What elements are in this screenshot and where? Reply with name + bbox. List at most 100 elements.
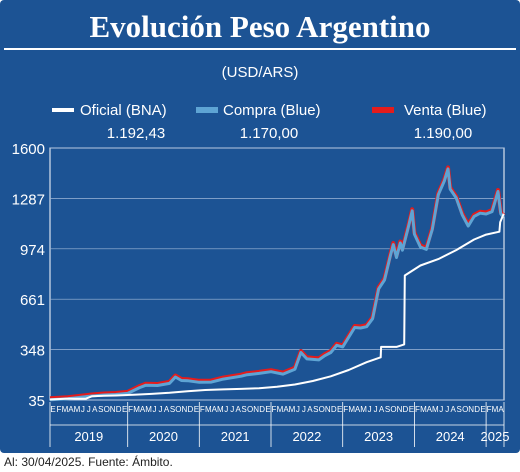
y-tick-label: 1287 (12, 191, 45, 208)
series-line-compra (49, 167, 505, 402)
gridlines (49, 147, 505, 401)
x-month-tick-label: J (87, 405, 91, 414)
x-month-tick-label: O (104, 405, 110, 414)
x-month-tick-label: A (236, 405, 242, 414)
x-month-tick-label: J (445, 405, 449, 414)
x-month-tick-label: J (374, 405, 378, 414)
x-month-tick-label: O (319, 405, 325, 414)
x-month-tick-label: A (307, 405, 313, 414)
x-month-tick-label: S (241, 405, 246, 414)
plot-area (49, 165, 506, 402)
x-year-label: 2020 (149, 429, 178, 444)
value-label-compra: 1.170,00 (240, 125, 298, 142)
y-tick-label: 348 (20, 343, 45, 360)
x-month-tick-label: F (200, 405, 205, 414)
x-month-tick-label: D (116, 405, 122, 414)
x-month-tick-label: D (474, 405, 480, 414)
x-month-tick-label: F (487, 405, 492, 414)
x-month-tick-label: J (159, 405, 163, 414)
x-year-label: 2021 (221, 429, 250, 444)
x-month-tick-label: S (313, 405, 318, 414)
value-label-venta: 1.190,00 (414, 125, 472, 142)
x-month-tick-label: J (302, 405, 306, 414)
x-month-tick-label: A (68, 405, 74, 414)
x-year-label: 2024 (436, 429, 465, 444)
x-month-tick-label: S (170, 405, 175, 414)
x-month-tick-label: M (289, 405, 296, 414)
x-month-tick-label: E (194, 405, 199, 414)
x-month-tick-label: A (283, 405, 289, 414)
y-tick-label: 974 (20, 242, 45, 259)
y-tick-label: 35 (28, 393, 45, 410)
x-month-tick-label: D (403, 405, 409, 414)
x-month-tick-label: A (164, 405, 170, 414)
x-month-tick-label: F (343, 405, 348, 414)
footer-source: Al: 30/04/2025. Fuente: Ámbito. (4, 455, 173, 469)
x-month-tick-label: E (265, 405, 270, 414)
x-year-label: 2019 (74, 429, 103, 444)
x-month-tick-label: E (122, 405, 127, 414)
x-month-tick-label: M (217, 405, 224, 414)
x-month-tick-label: M (432, 405, 439, 414)
x-month-tick-label: N (468, 405, 474, 414)
x-month-tick-label: D (259, 405, 265, 414)
y-tick-label: 1600 (12, 141, 45, 158)
x-month-tick-label: A (498, 405, 504, 414)
x-month-tick-label: J (439, 405, 443, 414)
x-month-tick-label: M (62, 405, 69, 414)
value-label-oficial: 1.192,43 (107, 125, 165, 142)
x-month-tick-label: N (253, 405, 259, 414)
legend-label-venta: Venta (Blue) (404, 102, 487, 119)
x-month-tick-label: F (272, 405, 277, 414)
x-month-tick-label: M (420, 405, 427, 414)
chart-subtitle: (USD/ARS) (222, 64, 299, 81)
x-month-tick-label: N (110, 405, 116, 414)
x-month-tick-label: M (74, 405, 81, 414)
x-month-tick-label: A (451, 405, 457, 414)
x-month-tick-label: A (140, 405, 146, 414)
chart-background (0, 0, 520, 453)
y-tick-label: 661 (20, 292, 45, 309)
x-month-tick-label: D (331, 405, 337, 414)
x-month-tick-label: J (224, 405, 228, 414)
x-month-tick-label: N (397, 405, 403, 414)
chart-title: Evolución Peso Argentino (89, 9, 430, 44)
x-month-tick-label: E (337, 405, 342, 414)
x-month-tick-label: S (98, 405, 103, 414)
x-month-tick-label: M (348, 405, 355, 414)
x-year-label: 2023 (364, 429, 393, 444)
x-month-tick-label: A (212, 405, 218, 414)
x-month-tick-label: J (368, 405, 372, 414)
x-month-tick-label: F (128, 405, 133, 414)
x-month-tick-label: S (385, 405, 390, 414)
x-year-label: 2022 (292, 429, 321, 444)
x-month-tick-label: O (247, 405, 253, 414)
x-month-tick-label: M (277, 405, 284, 414)
x-month-tick-label: J (81, 405, 85, 414)
y-axis-ticks: 35 348 661 974 1287 1600 (12, 141, 45, 410)
chart-frame: Evolución Peso Argentino (USD/ARS) Ofici… (0, 0, 520, 453)
x-month-tick-label: M (205, 405, 212, 414)
x-month-tick-label: E (409, 405, 414, 414)
x-month-tick-label: A (92, 405, 98, 414)
series-line-oficial (49, 213, 505, 401)
legend-label-compra: Compra (Blue) (223, 102, 321, 119)
x-month-tick-label: O (175, 405, 181, 414)
x-year-label: 2025 (481, 429, 510, 444)
x-month-tick-label: A (427, 405, 433, 414)
x-month-tick-label: J (230, 405, 234, 414)
x-month-tick-label: D (188, 405, 194, 414)
x-month-tick-label: E (480, 405, 485, 414)
x-month-tick-label: F (57, 405, 62, 414)
x-month-tick-label: E (50, 405, 55, 414)
legend: Oficial (BNA) Compra (Blue) Venta (Blue)… (52, 102, 487, 142)
x-month-tick-label: O (462, 405, 468, 414)
x-month-tick-label: M (133, 405, 140, 414)
x-month-tick-label: M (145, 405, 152, 414)
x-month-tick-label: F (415, 405, 420, 414)
x-month-tick-label: S (457, 405, 462, 414)
x-month-tick-label: N (182, 405, 188, 414)
x-month-tick-label: J (296, 405, 300, 414)
legend-label-oficial: Oficial (BNA) (80, 102, 167, 119)
